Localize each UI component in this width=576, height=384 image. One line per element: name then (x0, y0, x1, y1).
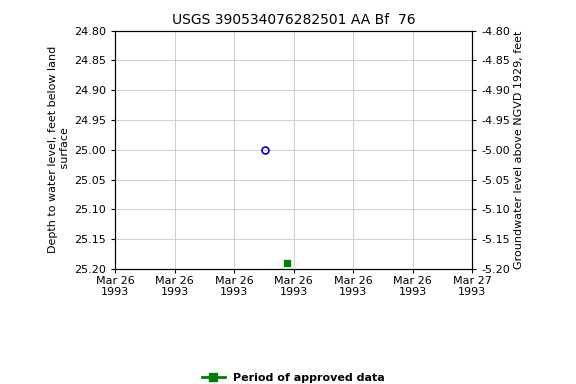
Y-axis label: Depth to water level, feet below land
 surface: Depth to water level, feet below land su… (48, 46, 70, 253)
Y-axis label: Groundwater level above NGVD 1929, feet: Groundwater level above NGVD 1929, feet (514, 31, 524, 269)
Legend: Period of approved data: Period of approved data (198, 368, 389, 384)
Title: USGS 390534076282501 AA Bf  76: USGS 390534076282501 AA Bf 76 (172, 13, 415, 27)
